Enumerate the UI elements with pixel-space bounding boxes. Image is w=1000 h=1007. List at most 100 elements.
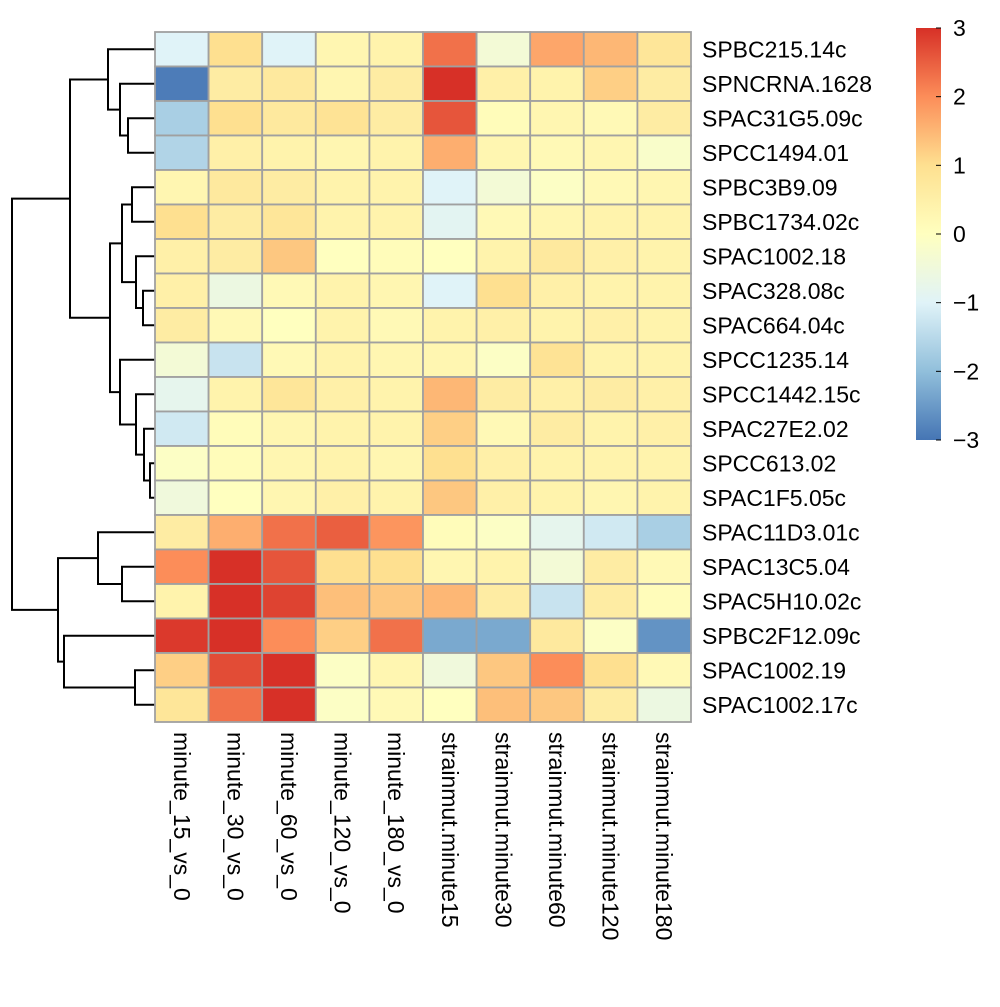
heatmap-cell [582, 134, 639, 171]
heatmap-cell [582, 376, 639, 413]
heatmap-cell [207, 100, 264, 137]
heatmap-cell [636, 100, 692, 137]
row-label: SPAC1002.17c [702, 692, 858, 718]
heatmap-cell [582, 65, 639, 102]
heatmap-cell [636, 583, 692, 620]
heatmap-cell [636, 169, 692, 206]
heatmap-cell [154, 617, 210, 654]
heatmap-cell [154, 410, 210, 447]
column-label: strainmut.minute120 [598, 732, 624, 940]
heatmap-cell [368, 31, 424, 68]
heatmap-cell [422, 410, 478, 447]
heatmap-cell [207, 652, 264, 689]
heatmap-cell [529, 31, 585, 68]
dendrogram-link [97, 531, 155, 585]
colorbar-tick-label: 0 [953, 221, 966, 247]
colorbar-tick-label: 1 [953, 152, 966, 178]
colorbar-tick-label: 2 [953, 84, 966, 110]
dendrogram-link [69, 78, 110, 319]
heatmap-cell [154, 652, 210, 689]
heatmap-cell [422, 514, 478, 551]
heatmap-cell [207, 686, 264, 723]
heatmap-cell [422, 203, 478, 240]
row-label: SPAC664.04c [702, 312, 845, 338]
heatmap-cell [582, 341, 639, 378]
heatmap-cell [582, 583, 639, 620]
heatmap-cell [475, 617, 532, 654]
heatmap-cell [368, 652, 424, 689]
heatmap-cell [261, 514, 317, 551]
heatmap-cell [261, 100, 317, 137]
heatmap-cell [529, 238, 585, 275]
heatmap-cell [261, 134, 317, 171]
heatmap-cell [368, 134, 424, 171]
heatmap-cell [636, 65, 692, 102]
heatmap-cell [368, 100, 424, 137]
heatmap-cell [154, 376, 210, 413]
heatmap-cell [582, 238, 639, 275]
heatmap-cell [582, 479, 639, 516]
heatmap-cell [475, 341, 532, 378]
heatmap-cell [314, 376, 371, 413]
heatmap-cell [368, 203, 424, 240]
heatmap-cell [475, 238, 532, 275]
heatmap-cell [314, 479, 371, 516]
heatmap-cell [368, 445, 424, 482]
heatmap-cell [422, 134, 478, 171]
heatmap-cell [422, 272, 478, 309]
heatmap-cell [475, 445, 532, 482]
colorbar-tick-label: −2 [953, 358, 979, 384]
heatmap-cell [207, 548, 264, 585]
heatmap-cell [422, 548, 478, 585]
heatmap-cell [261, 272, 317, 309]
heatmap-cell [368, 376, 424, 413]
dendrogram-link [11, 197, 70, 611]
heatmap-cell [422, 686, 478, 723]
heatmap-cell [422, 169, 478, 206]
heatmap-cell [154, 134, 210, 171]
heatmap-cell [314, 445, 371, 482]
heatmap-cell [582, 445, 639, 482]
heatmap-cell [475, 203, 532, 240]
column-label: minute_60_vs_0 [276, 732, 302, 901]
heatmap-cell [368, 341, 424, 378]
heatmap-cell [422, 65, 478, 102]
heatmap-cell [422, 341, 478, 378]
heatmap-cell [261, 479, 317, 516]
heatmap-cell [261, 65, 317, 102]
heatmap-cell [154, 31, 210, 68]
heatmap-cell [154, 272, 210, 309]
row-label: SPCC1442.15c [702, 381, 861, 407]
heatmap-cell [582, 617, 639, 654]
colorbar-tick-label: −3 [953, 427, 979, 453]
column-label: minute_30_vs_0 [222, 732, 248, 901]
heatmap-cell [207, 445, 264, 482]
heatmap-cell [314, 203, 371, 240]
heatmap-cell [261, 238, 317, 275]
heatmap-cell [207, 479, 264, 516]
heatmap-cell [422, 479, 478, 516]
heatmap-cell [582, 548, 639, 585]
heatmap-cell [261, 31, 317, 68]
heatmap-cell [207, 65, 264, 102]
heatmap-cell [368, 514, 424, 551]
heatmap-cell [207, 134, 264, 171]
heatmap-cell [475, 134, 532, 171]
row-label: SPCC613.02 [702, 450, 836, 476]
heatmap-cell [636, 31, 692, 68]
column-label: strainmut.minute180 [651, 732, 677, 940]
heatmap-cell [529, 445, 585, 482]
heatmap-cell [636, 514, 692, 551]
heatmap-cell [529, 479, 585, 516]
column-label: strainmut.minute15 [437, 732, 463, 928]
heatmap-cell [261, 652, 317, 689]
heatmap-cell [529, 100, 585, 137]
heatmap-cell [314, 341, 371, 378]
row-label: SPBC1734.02c [702, 209, 859, 235]
heatmap-cell [636, 307, 692, 344]
row-labels: SPBC215.14c SPNCRNA.1628 SPAC31G5.09c SPCC1… [702, 36, 872, 718]
heatmap-cell [154, 100, 210, 137]
column-label: strainmut.minute30 [490, 732, 516, 928]
column-label: strainmut.minute60 [544, 732, 570, 928]
colorbar-legend: 3 2 1 0 −1 −2 −3 [916, 15, 979, 453]
